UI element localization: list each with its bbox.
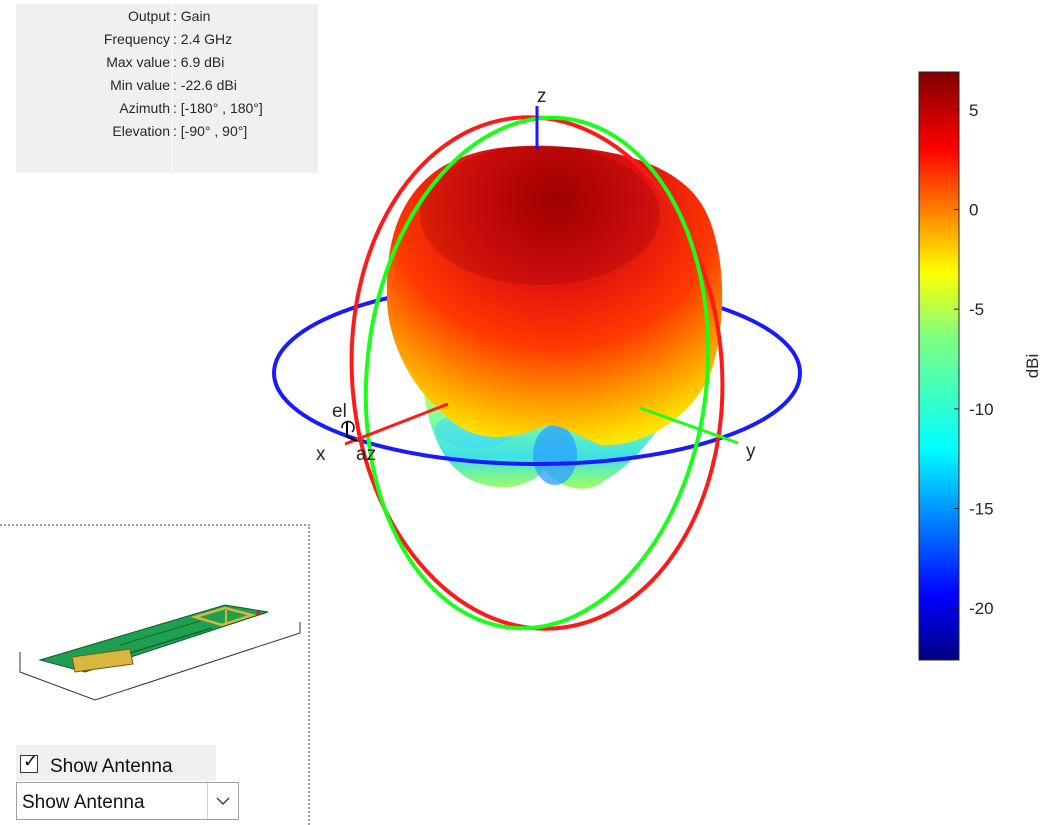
show-antenna-label: Show Antenna xyxy=(50,756,173,777)
colorbar-label: dBi xyxy=(1023,354,1042,379)
info-label: Azimuth xyxy=(119,100,170,116)
info-value: : [-90° , 90°] xyxy=(173,123,248,139)
info-row-frequency: Frequency : 2.4 GHz xyxy=(16,29,318,49)
info-value: : 6.9 dBi xyxy=(173,54,225,70)
pattern-main-lobe xyxy=(386,146,723,446)
info-label: Max value xyxy=(106,54,170,70)
info-value: : Gain xyxy=(173,8,211,24)
checkbox-box[interactable]: ✓ xyxy=(20,751,38,773)
el-label: el xyxy=(332,401,347,422)
colorbar-tick-label: -5 xyxy=(969,300,984,319)
colorbar xyxy=(918,71,960,661)
colorbar-tick-label: -15 xyxy=(969,500,994,519)
y-axis-line xyxy=(639,406,739,445)
x-axis-label: x xyxy=(316,444,326,465)
info-value: : -22.6 dBi xyxy=(173,77,237,93)
pattern-highlight xyxy=(420,145,660,285)
info-row-azimuth: Azimuth : [-180° , 180°] xyxy=(16,98,318,118)
chevron-down-icon[interactable] xyxy=(207,783,238,819)
info-label: Min value xyxy=(110,77,170,93)
info-label: Output xyxy=(127,8,170,24)
antenna-preview xyxy=(19,604,301,701)
x-axis-line xyxy=(344,402,449,446)
antenna-panel xyxy=(0,524,310,825)
el-az-triad xyxy=(341,420,358,442)
info-divider xyxy=(172,4,173,173)
z-circle-front xyxy=(272,372,802,466)
colorbar-tick-label: 5 xyxy=(969,101,978,120)
colorbar-ticks: 5 0 -5 -10 -15 -20 xyxy=(954,101,994,618)
info-value: : [-180° , 180°] xyxy=(173,100,263,116)
az-label: az xyxy=(356,444,376,465)
colorbar-tick-label: -10 xyxy=(969,400,994,419)
colorbar-tick-label: -20 xyxy=(969,599,994,618)
info-row-output: Output : Gain xyxy=(16,6,318,26)
info-value: : 2.4 GHz xyxy=(173,31,233,47)
info-label: Elevation xyxy=(112,123,170,139)
info-label: Frequency xyxy=(103,31,170,47)
info-row-elevation: Elevation : [-90° , 90°] xyxy=(16,121,318,141)
show-antenna-checkbox[interactable]: ✓ Show Antenna xyxy=(16,745,216,781)
checkmark-icon: ✓ xyxy=(23,751,39,771)
info-row-max: Max value : 6.9 dBi xyxy=(16,52,318,72)
select-value: Show Antenna xyxy=(22,792,145,813)
show-antenna-select[interactable]: Show Antenna xyxy=(16,782,239,820)
x-circle xyxy=(349,115,725,631)
info-panel: Output : Gain Frequency : 2.4 GHz Max va… xyxy=(16,4,318,173)
colorbar-tick-label: 0 xyxy=(969,201,978,220)
y-circle xyxy=(363,115,711,631)
z-axis-label: z xyxy=(537,86,547,107)
y-axis-label: y xyxy=(746,441,756,462)
info-row-min: Min value : -22.6 dBi xyxy=(16,75,318,95)
